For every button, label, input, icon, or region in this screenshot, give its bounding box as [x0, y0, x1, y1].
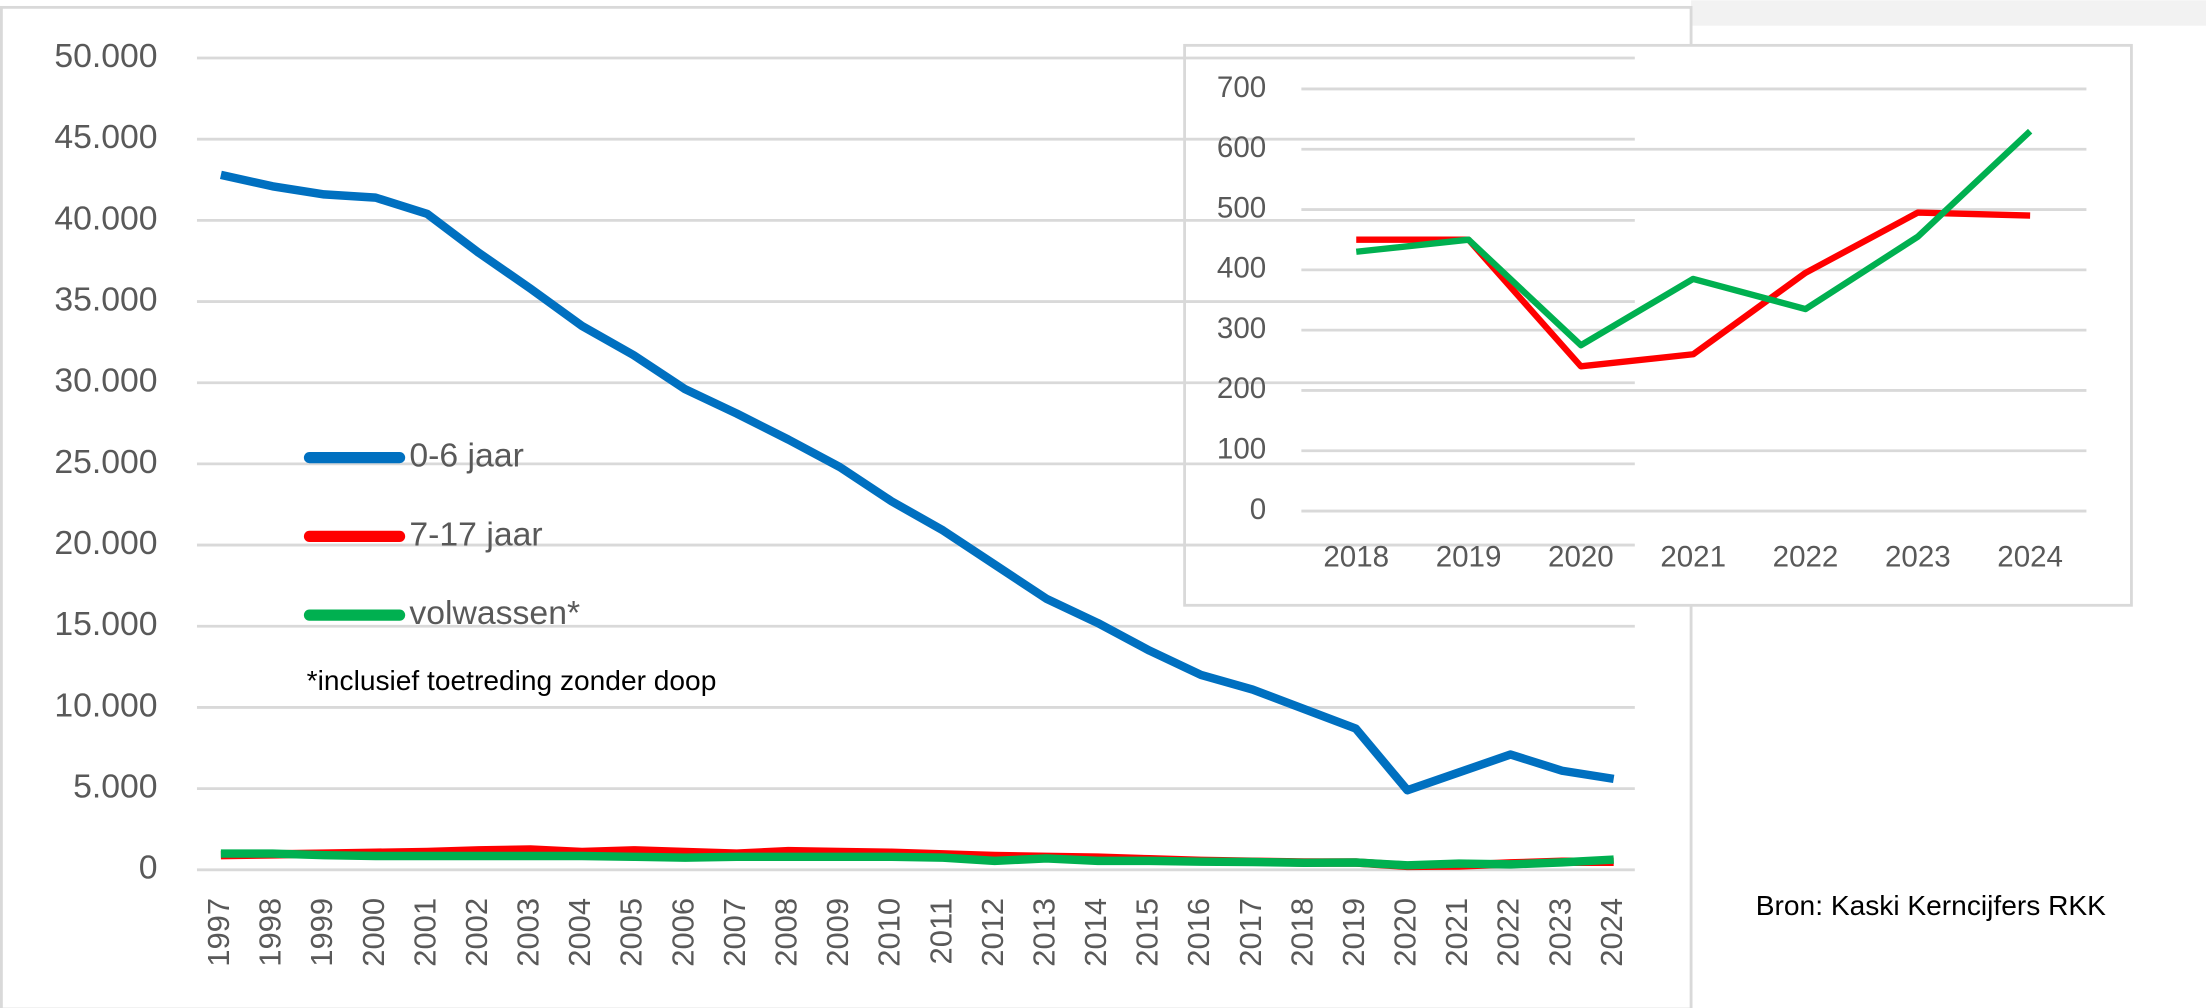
x-tick-label: 2001 [407, 898, 442, 967]
y-tick-label: 5.000 [73, 768, 157, 806]
x-tick-label: 2003 [511, 898, 546, 967]
background [1691, 0, 2206, 26]
x-tick-label: 2002 [459, 898, 494, 967]
legend-label: volwassen* [409, 594, 580, 632]
y-tick-label: 30.000 [54, 362, 157, 400]
y-tick-label: 200 [1217, 372, 1266, 405]
y-tick-label: 35.000 [54, 280, 157, 318]
inset-panel [1183, 43, 2133, 607]
series-line [1355, 128, 2033, 349]
x-tick-label: 2021 [1439, 898, 1474, 967]
x-tick-label: 2020 [1388, 898, 1423, 967]
y-tick-label: 300 [1217, 312, 1266, 345]
x-tick-label: 2017 [1233, 898, 1268, 967]
legend-label: 7-17 jaar [409, 515, 542, 553]
x-tick-label: 2000 [356, 898, 391, 967]
x-tick-label: 1998 [253, 898, 288, 967]
x-tick-label: 1997 [201, 898, 236, 967]
x-tick-label: 2012 [975, 898, 1010, 967]
y-tick-label: 400 [1217, 252, 1266, 285]
y-tick-label: 20.000 [54, 524, 157, 562]
y-tick-label: 0 [1250, 493, 1266, 526]
y-tick-label: 600 [1217, 131, 1266, 164]
legend-label: 0-6 jaar [409, 436, 523, 474]
y-tick-label: 25.000 [54, 443, 157, 481]
y-tick-label: 100 [1217, 433, 1266, 466]
x-tick-label: 2022 [1773, 541, 1839, 574]
y-tick-label: 45.000 [54, 118, 157, 156]
x-tick-label: 2008 [768, 898, 803, 967]
y-tick-label: 15.000 [54, 605, 157, 643]
x-tick-label: 2018 [1323, 541, 1389, 574]
y-tick-label: 10.000 [54, 686, 157, 724]
x-tick-label: 2021 [1660, 541, 1726, 574]
y-tick-label: 500 [1217, 191, 1266, 224]
x-tick-label: 2007 [717, 898, 752, 967]
x-tick-label: 2024 [1997, 541, 2063, 574]
y-tick-label: 40.000 [54, 199, 157, 237]
x-tick-label: 2022 [1491, 898, 1526, 967]
series-line [219, 170, 1615, 795]
x-tick-label: 2011 [923, 898, 958, 965]
x-tick-label: 2023 [1885, 541, 1951, 574]
x-tick-label: 2010 [872, 898, 907, 967]
x-tick-label: 2014 [1078, 898, 1113, 967]
y-tick-label: 50.000 [54, 37, 157, 75]
x-tick-label: 2020 [1548, 541, 1614, 574]
x-tick-label: 2016 [1181, 898, 1216, 967]
y-tick-label: 0 [139, 849, 158, 887]
series-line [220, 849, 1614, 870]
x-tick-label: 2015 [1130, 898, 1165, 967]
x-tick-label: 2006 [665, 898, 700, 967]
x-tick-label: 2019 [1436, 541, 1502, 574]
x-tick-label: 2004 [562, 898, 597, 967]
x-tick-label: 2018 [1284, 898, 1319, 967]
x-tick-label: 2024 [1594, 898, 1629, 967]
x-tick-label: 2005 [614, 898, 649, 967]
annotation: *inclusief toetreding zonder doop [307, 665, 717, 696]
x-tick-label: 2009 [820, 898, 855, 967]
source: Bron: Kaski Kerncijfers RKK [1756, 890, 2106, 921]
x-tick-label: 2023 [1542, 898, 1577, 967]
x-tick-label: 2019 [1336, 898, 1371, 967]
y-tick-label: 700 [1217, 71, 1266, 104]
x-tick-label: 2013 [1026, 898, 1061, 967]
x-tick-label: 1999 [304, 898, 339, 967]
